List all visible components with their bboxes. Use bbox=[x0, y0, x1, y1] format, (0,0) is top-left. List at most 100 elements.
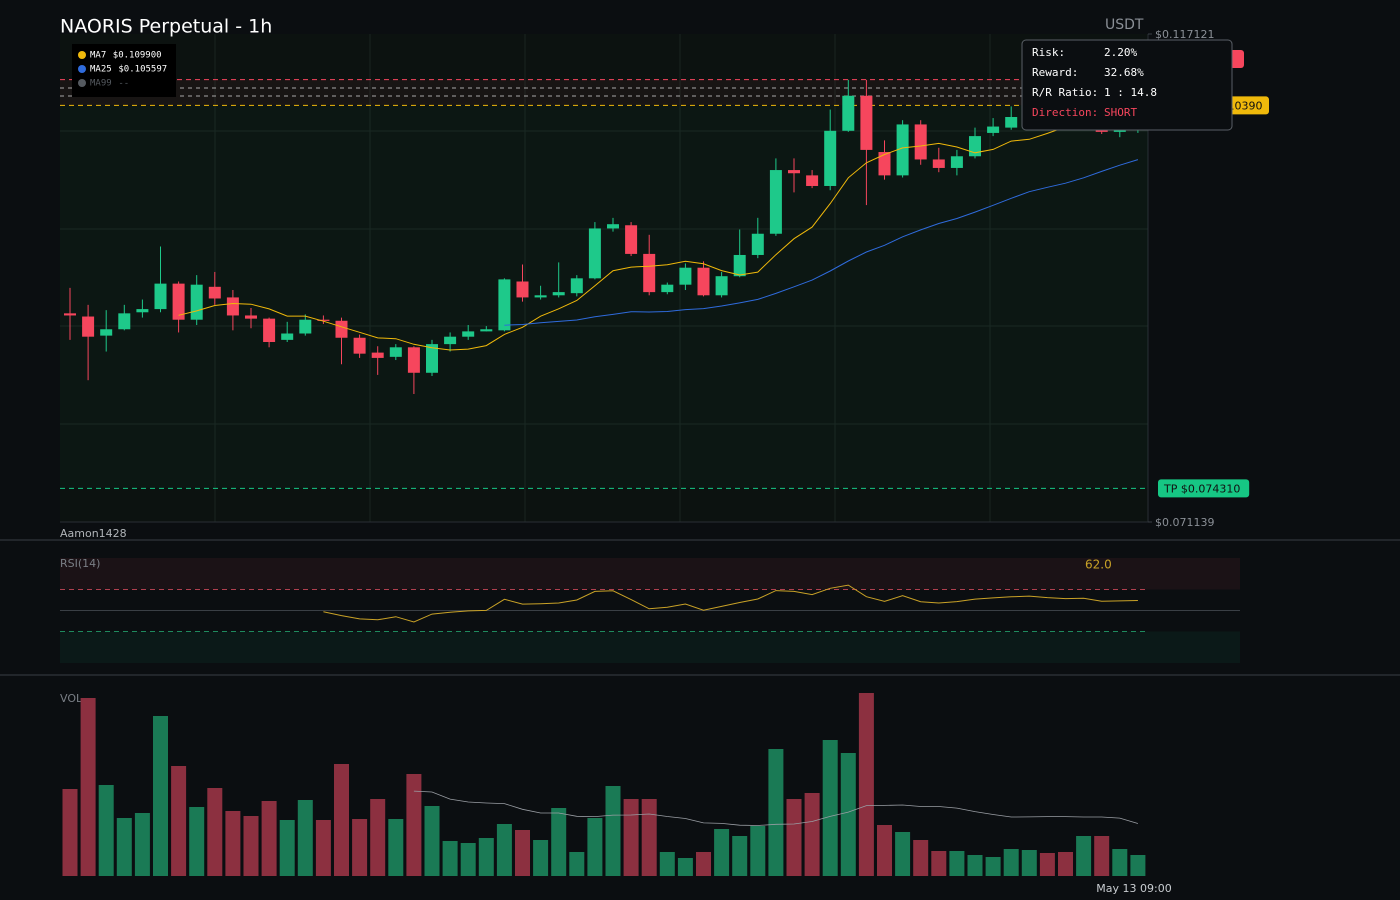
volume-bar bbox=[605, 786, 621, 876]
volume-bar bbox=[696, 852, 711, 876]
candle-body bbox=[100, 329, 113, 336]
rsi-oversold-zone bbox=[60, 631, 1240, 663]
candle-body bbox=[426, 344, 438, 373]
volume-bar bbox=[1003, 849, 1019, 876]
volume-title: VOL bbox=[60, 692, 83, 705]
candle-body bbox=[498, 279, 511, 331]
candle-body bbox=[299, 319, 312, 334]
candle-body bbox=[118, 313, 131, 330]
candle-body bbox=[969, 136, 981, 157]
volume-bar bbox=[840, 753, 856, 876]
candle-body bbox=[950, 156, 963, 168]
volume-bar bbox=[62, 789, 78, 876]
volume-bar bbox=[569, 852, 585, 876]
candle-body bbox=[769, 170, 782, 234]
volume-bar bbox=[786, 799, 802, 876]
volume-bar bbox=[442, 841, 458, 876]
candle-body bbox=[715, 276, 728, 296]
candle-body bbox=[661, 284, 674, 293]
candle-body bbox=[860, 95, 873, 150]
risk-box-frame bbox=[1021, 39, 1233, 131]
candle-body bbox=[1005, 117, 1018, 128]
volume-bar bbox=[931, 851, 947, 876]
volume-bar bbox=[153, 716, 168, 876]
candle-body bbox=[208, 286, 221, 299]
candle-body bbox=[64, 313, 76, 316]
candle-body bbox=[190, 284, 203, 320]
volume-bar bbox=[587, 818, 603, 876]
volume-bar bbox=[822, 740, 838, 876]
candle-body bbox=[643, 253, 656, 293]
legend-name: MA7 bbox=[90, 51, 106, 61]
candle-body bbox=[407, 347, 420, 373]
rsi-value: 62.0 bbox=[1085, 558, 1112, 572]
volume-bar bbox=[714, 829, 730, 876]
grid bbox=[60, 34, 1148, 522]
candle-body bbox=[245, 315, 257, 319]
candle-body bbox=[281, 333, 294, 340]
ma-line bbox=[178, 120, 1138, 351]
volume-bar bbox=[877, 825, 892, 876]
y-tick-label: $0.071139 bbox=[1155, 516, 1215, 529]
risk-value: SHORT bbox=[1104, 106, 1137, 119]
candle-body bbox=[226, 297, 239, 316]
legend-dot bbox=[78, 65, 86, 73]
volume-bar bbox=[913, 840, 929, 876]
volume-bar bbox=[623, 799, 639, 876]
legend-value: -- bbox=[118, 79, 129, 89]
volume-bar bbox=[80, 698, 96, 876]
candle-body bbox=[878, 152, 891, 176]
volume-bar bbox=[1058, 852, 1073, 876]
candle-body bbox=[842, 95, 855, 131]
candle-body bbox=[154, 283, 167, 310]
risk-label: Risk: bbox=[1032, 46, 1065, 59]
volume-bar bbox=[551, 808, 567, 876]
candle-body bbox=[1113, 129, 1126, 132]
candle-body bbox=[987, 126, 1000, 133]
volume-bar bbox=[225, 811, 241, 876]
volume-bar bbox=[388, 819, 404, 876]
volume-bar bbox=[1076, 836, 1092, 876]
candle-body bbox=[733, 254, 746, 277]
quote-label: USDT bbox=[1105, 17, 1144, 33]
volume-bar bbox=[171, 766, 187, 876]
volume-bar bbox=[279, 820, 295, 876]
volume-bar bbox=[207, 788, 223, 876]
volume-bar bbox=[189, 807, 205, 876]
candle-body bbox=[480, 329, 493, 332]
volume-bar bbox=[677, 858, 693, 876]
volume-bar bbox=[98, 785, 114, 876]
chart-title: NAORIS Perpetual - 1h bbox=[60, 16, 272, 38]
risk-zone bbox=[60, 79, 1148, 106]
volume-bar bbox=[297, 800, 313, 876]
volume-bar bbox=[134, 813, 150, 876]
candle-body bbox=[444, 336, 457, 345]
volume-bar bbox=[949, 851, 965, 876]
candle-body bbox=[570, 278, 583, 294]
candle-body bbox=[625, 225, 638, 254]
candle-body bbox=[824, 130, 837, 186]
candle-body bbox=[317, 319, 330, 321]
candle-body bbox=[932, 159, 945, 168]
rsi-overbought-zone bbox=[60, 558, 1240, 590]
volume-bar bbox=[858, 693, 874, 876]
candle-body bbox=[389, 347, 402, 357]
volume-bar bbox=[750, 826, 766, 876]
candle-body bbox=[751, 233, 764, 255]
candle-body bbox=[136, 309, 149, 313]
volume-bar bbox=[515, 830, 530, 876]
volume-bar bbox=[424, 806, 440, 876]
volume-bar bbox=[1112, 849, 1128, 876]
volume-ma-line bbox=[413, 790, 1139, 826]
legend-name: MA25 bbox=[90, 65, 112, 75]
rsi-line bbox=[323, 584, 1138, 623]
candle-body bbox=[335, 320, 348, 338]
candle-body bbox=[607, 224, 619, 229]
legend-name: MA99 bbox=[90, 79, 112, 89]
candle-body bbox=[914, 124, 927, 160]
rsi-title: RSI(14) bbox=[60, 557, 100, 570]
legend-dot bbox=[78, 79, 86, 87]
candle-body bbox=[788, 170, 800, 174]
